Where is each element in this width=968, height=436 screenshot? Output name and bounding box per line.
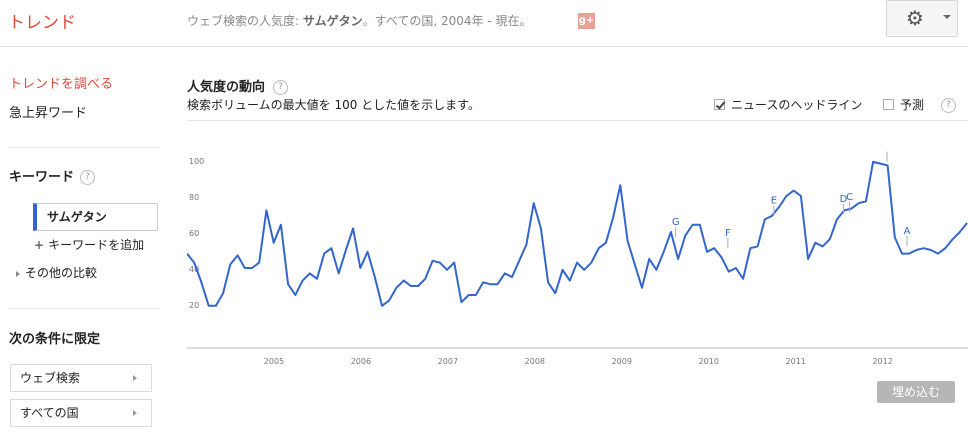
forecast-toggle[interactable]: 予測 xyxy=(883,96,924,113)
gear-icon: ⚙ xyxy=(906,6,924,30)
chevron-right-icon xyxy=(133,410,137,416)
help-icon[interactable]: ? xyxy=(941,98,956,113)
x-tick-label: 2008 xyxy=(525,357,545,366)
chevron-down-icon xyxy=(943,15,951,19)
page-subtitle: ウェブ検索の人気度: サムゲタン。すべての国, 2004年 - 現在。 xyxy=(187,12,531,29)
series-line xyxy=(187,160,968,307)
divider xyxy=(9,308,159,309)
sidebar-item-hot-searches[interactable]: 急上昇ワード xyxy=(9,106,88,121)
news-marker-label: D xyxy=(840,194,848,205)
chevron-right-icon xyxy=(133,375,137,381)
news-marker-label: B xyxy=(884,150,891,153)
x-tick-label: 2010 xyxy=(699,357,719,366)
trends-logo[interactable]: トレンド xyxy=(8,13,76,33)
news-marker-label: A xyxy=(904,226,911,237)
y-tick-label: 20 xyxy=(189,301,199,310)
search-type-filter[interactable]: ウェブ検索 xyxy=(10,364,152,392)
expand-arrow-icon xyxy=(16,270,20,277)
y-tick-label: 40 xyxy=(189,265,199,274)
checkbox-checked[interactable] xyxy=(714,99,725,110)
search-term-chip[interactable]: サムゲタン xyxy=(33,203,158,231)
embed-button[interactable]: 埋め込む xyxy=(877,381,955,403)
checkbox-unchecked[interactable] xyxy=(883,99,894,110)
news-marker-label: E xyxy=(771,196,777,207)
keywords-heading: キーワード? xyxy=(9,166,96,185)
region-filter[interactable]: すべての国 xyxy=(10,399,152,427)
subtitle-prefix: ウェブ検索の人気度: xyxy=(187,14,300,28)
top-bar: トレンド ウェブ検索の人気度: サムゲタン。すべての国, 2004年 - 現在。… xyxy=(0,0,968,47)
add-keyword-link[interactable]: + キーワードを追加 xyxy=(34,236,144,253)
y-tick-label: 80 xyxy=(189,193,199,202)
divider xyxy=(187,120,968,121)
x-tick-label: 2005 xyxy=(264,357,284,366)
help-icon[interactable]: ? xyxy=(80,170,96,185)
interest-over-time-heading: 人気度の動向? xyxy=(187,76,289,95)
filter-label: すべての国 xyxy=(20,406,79,420)
subtitle-suffix: 。すべての国, 2004年 - 現在。 xyxy=(362,14,532,28)
news-marker-label: G xyxy=(672,217,680,228)
sidebar-item-explore[interactable]: トレンドを調べる xyxy=(9,77,114,92)
more-comparisons-link[interactable]: その他の比較 xyxy=(16,264,97,281)
keywords-title: キーワード xyxy=(9,170,75,185)
add-keyword-label: キーワードを追加 xyxy=(48,238,145,252)
news-headlines-toggle[interactable]: ニュースのヘッドライン xyxy=(714,96,862,113)
filter-label: ウェブ検索 xyxy=(20,371,81,385)
settings-button[interactable]: ⚙ xyxy=(886,0,958,37)
subtitle-term: サムゲタン xyxy=(302,14,363,28)
limit-heading: 次の条件に限定 xyxy=(9,332,101,347)
help-icon[interactable]: ? xyxy=(273,80,289,95)
news-headlines-label: ニュースのヘッドライン xyxy=(731,98,863,112)
x-tick-label: 2012 xyxy=(872,357,892,366)
news-marker-label: F xyxy=(725,228,731,239)
panel-description: 検索ボリュームの最大値を 100 とした値を示します。 xyxy=(187,98,480,112)
x-tick-label: 2009 xyxy=(612,357,632,366)
divider xyxy=(9,147,159,148)
x-tick-label: 2006 xyxy=(351,357,371,366)
x-tick-label: 2007 xyxy=(438,357,458,366)
y-tick-label: 100 xyxy=(189,157,204,166)
news-marker-label: C xyxy=(846,192,853,203)
x-tick-label: 2011 xyxy=(786,357,806,366)
forecast-label: 予測 xyxy=(900,98,925,112)
plus-icon: + xyxy=(34,238,45,252)
google-plus-share-icon[interactable]: g+ xyxy=(578,13,595,29)
y-tick-label: 60 xyxy=(189,229,199,238)
interest-over-time-chart[interactable]: 20 40 60 80 100 2005 2006 2007 2008 2009 2010 2011 2… xyxy=(187,150,968,370)
panel-title: 人気度の動向 xyxy=(187,80,266,95)
more-comparisons-label: その他の比較 xyxy=(25,266,98,280)
